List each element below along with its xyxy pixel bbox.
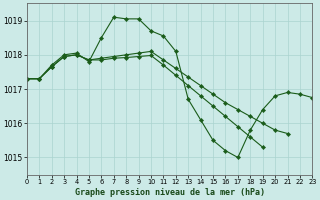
- X-axis label: Graphe pression niveau de la mer (hPa): Graphe pression niveau de la mer (hPa): [75, 188, 265, 197]
